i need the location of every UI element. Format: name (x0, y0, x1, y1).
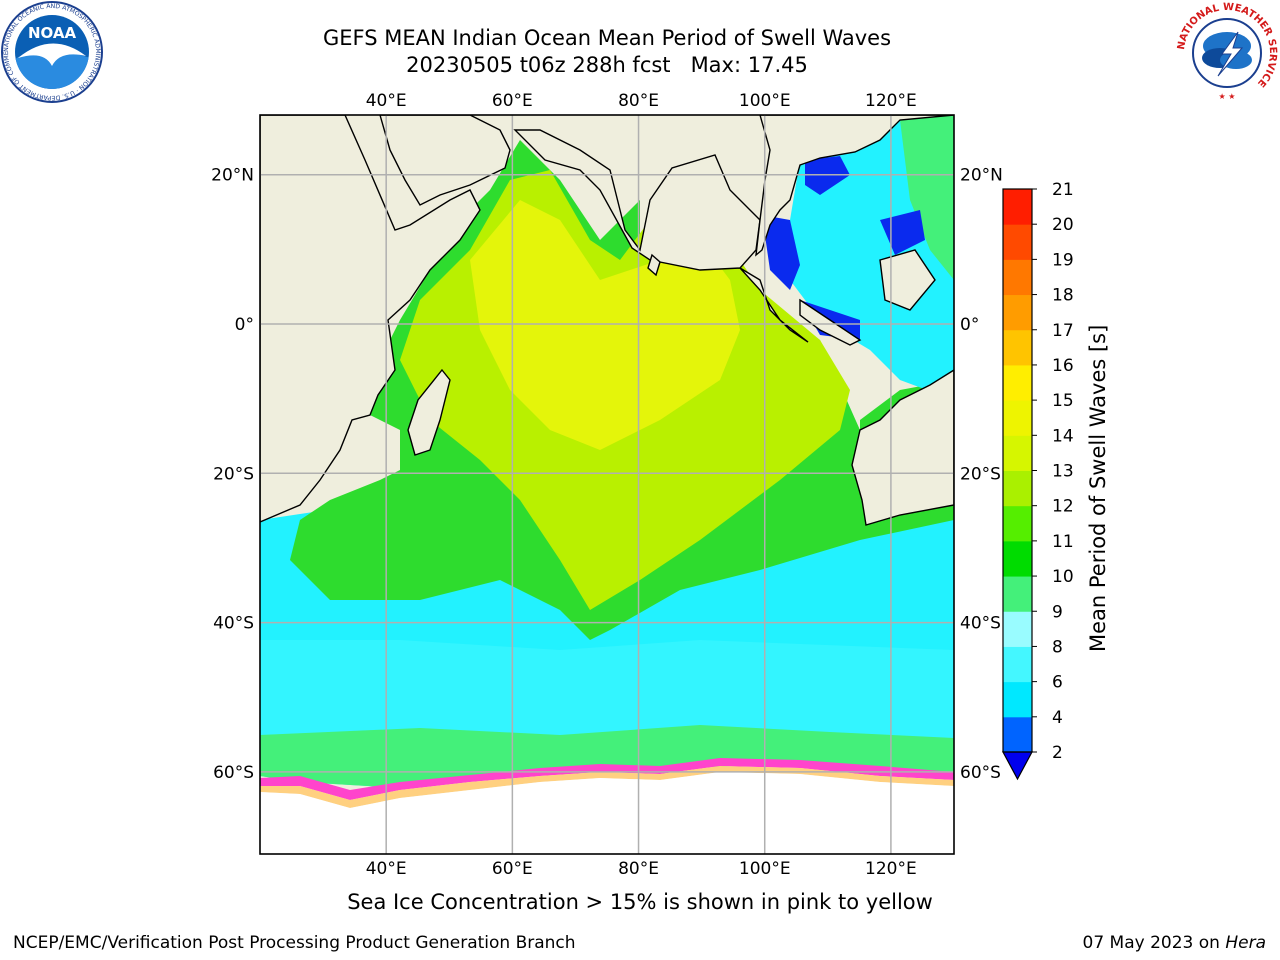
sea-ice-note: Sea Ice Concentration > 15% is shown in … (0, 890, 1280, 914)
lon-tick-label-bottom: 40°E (366, 859, 407, 879)
colorbar-tick-label: 18 (1052, 286, 1074, 306)
colorbar-segment (1003, 646, 1032, 683)
svg-text:★ ★: ★ ★ (1219, 92, 1236, 101)
lon-tick-label-top: 120°E (865, 91, 917, 111)
lat-tick-label-left: 40°S (213, 614, 254, 634)
lat-tick-label-left: 0° (235, 315, 254, 335)
colorbar-tick-label: 17 (1052, 321, 1074, 341)
sea-ice-edge (260, 758, 954, 800)
footer-credit: NCEP/EMC/Verification Post Processing Pr… (13, 933, 576, 953)
lon-tick-label-bottom: 120°E (865, 859, 917, 879)
arabia (379, 115, 511, 206)
lon-tick-label-top: 80°E (618, 91, 659, 111)
lon-tick-label-top: 60°E (492, 91, 533, 111)
antarctica (260, 772, 954, 854)
colorbar-tick-label: 12 (1052, 497, 1074, 517)
indochina (755, 115, 954, 257)
colorbar: 2 4 6 8 9 10 11 12 13 14 15 16 17 18 19 20 21 (1001, 180, 1074, 781)
lon-tick-label-top: 40°E (366, 91, 407, 111)
colorbar-tick-label: 9 (1052, 602, 1063, 622)
colorbar-segment (1003, 224, 1032, 260)
lat-tick-label-left: 20°S (213, 464, 254, 484)
lon-tick-label-top: 100°E (739, 91, 791, 111)
colorbar-segment (1003, 470, 1032, 507)
africa (260, 115, 481, 523)
colorbar-tick-label: 8 (1052, 637, 1063, 657)
colorbar-tick-label: 16 (1052, 356, 1074, 376)
footer-date-text: 07 May 2023 on (1082, 933, 1220, 953)
colorbar-segment (1003, 505, 1032, 542)
colorbar-segment (1003, 540, 1032, 577)
colorbar-tick-label: 14 (1052, 426, 1074, 446)
colorbar-segment (1003, 716, 1032, 753)
borneo (879, 249, 936, 311)
lat-tick-label-right: 20°S (960, 464, 1001, 484)
madagascar (407, 368, 451, 456)
colorbar-tick-label: 21 (1052, 180, 1074, 200)
lon-tick-label-bottom: 60°E (492, 859, 533, 879)
lat-tick-label-left: 20°N (211, 166, 254, 186)
australia (851, 369, 954, 526)
swell-field (260, 115, 954, 854)
lat-tick-label-right: 60°S (960, 763, 1001, 783)
ocean-lightcyan-south (260, 640, 954, 748)
colorbar-tick-label: 13 (1052, 462, 1074, 482)
footer-machine: Hera (1225, 933, 1266, 953)
pacific-green (900, 115, 954, 280)
colorbar-segment (1003, 681, 1032, 718)
colorbar-tick-label: 6 (1052, 673, 1063, 693)
land (260, 115, 954, 526)
colorbar-tick-label: 11 (1052, 532, 1074, 552)
sri-lanka (647, 253, 661, 277)
colorbar-tick-label: 19 (1052, 250, 1074, 270)
colorbar-segment (1003, 259, 1032, 296)
lat-tick-label-right: 20°N (960, 166, 1003, 186)
noaa-logo: NATIONAL OCEANIC AND ATMOSPHERIC ADMINIS… (0, 0, 103, 103)
colorbar-extend-arrow (1001, 751, 1034, 781)
colorbar-segment (1003, 435, 1032, 471)
colorbar-segment (1003, 329, 1032, 366)
sea-ice-note-text: Sea Ice Concentration > 15% is shown in … (347, 890, 933, 914)
tick-labels: 40°E 40°E 60°E 60°E 80°E 80°E 100°E 100°E 120°E 1… (211, 91, 1003, 879)
colorbar-segment (1003, 294, 1032, 331)
colorbar-tick-label: 10 (1052, 567, 1074, 587)
colorbar-segment (1003, 576, 1032, 612)
colorbar-label: Mean Period of Swell Waves [s] (1086, 324, 1110, 652)
sea-ice-yellow (260, 766, 954, 808)
lon-tick-label-bottom: 80°E (618, 859, 659, 879)
lat-tick-label-right: 0° (960, 315, 979, 335)
sumatra (799, 298, 862, 346)
colorbar-segment (1003, 400, 1032, 436)
colorbar-tick-label: 4 (1052, 708, 1063, 728)
nws-logo: NATIONAL WEATHER SERVICE ★ ★ (1176, 2, 1278, 102)
colorbar-tick-label: 2 (1052, 743, 1063, 763)
noaa-logo-text: NOAA (28, 24, 77, 42)
graticule (260, 115, 954, 854)
lon-tick-label-bottom: 100°E (739, 859, 791, 879)
colorbar-tick-label: 15 (1052, 391, 1074, 411)
lat-tick-label-left: 60°S (213, 763, 254, 783)
footer-date: 07 May 2023 on Hera (1083, 933, 1267, 953)
colorbar-tick-label: 20 (1052, 215, 1074, 235)
colorbar-segment (1003, 364, 1032, 401)
colorbar-segment (1003, 189, 1032, 225)
lat-tick-label-right: 40°S (960, 614, 1001, 634)
map-frame (259, 114, 955, 855)
scs-blue-2 (762, 215, 800, 290)
chart-title: GEFS MEAN Indian Ocean Mean Period of Sw… (322, 26, 892, 50)
chart-subtitle: 20230505 t06z 288h fcst Max: 17.45 (406, 53, 808, 77)
colorbar-segment (1003, 611, 1032, 647)
scs-blue-1 (805, 156, 850, 195)
